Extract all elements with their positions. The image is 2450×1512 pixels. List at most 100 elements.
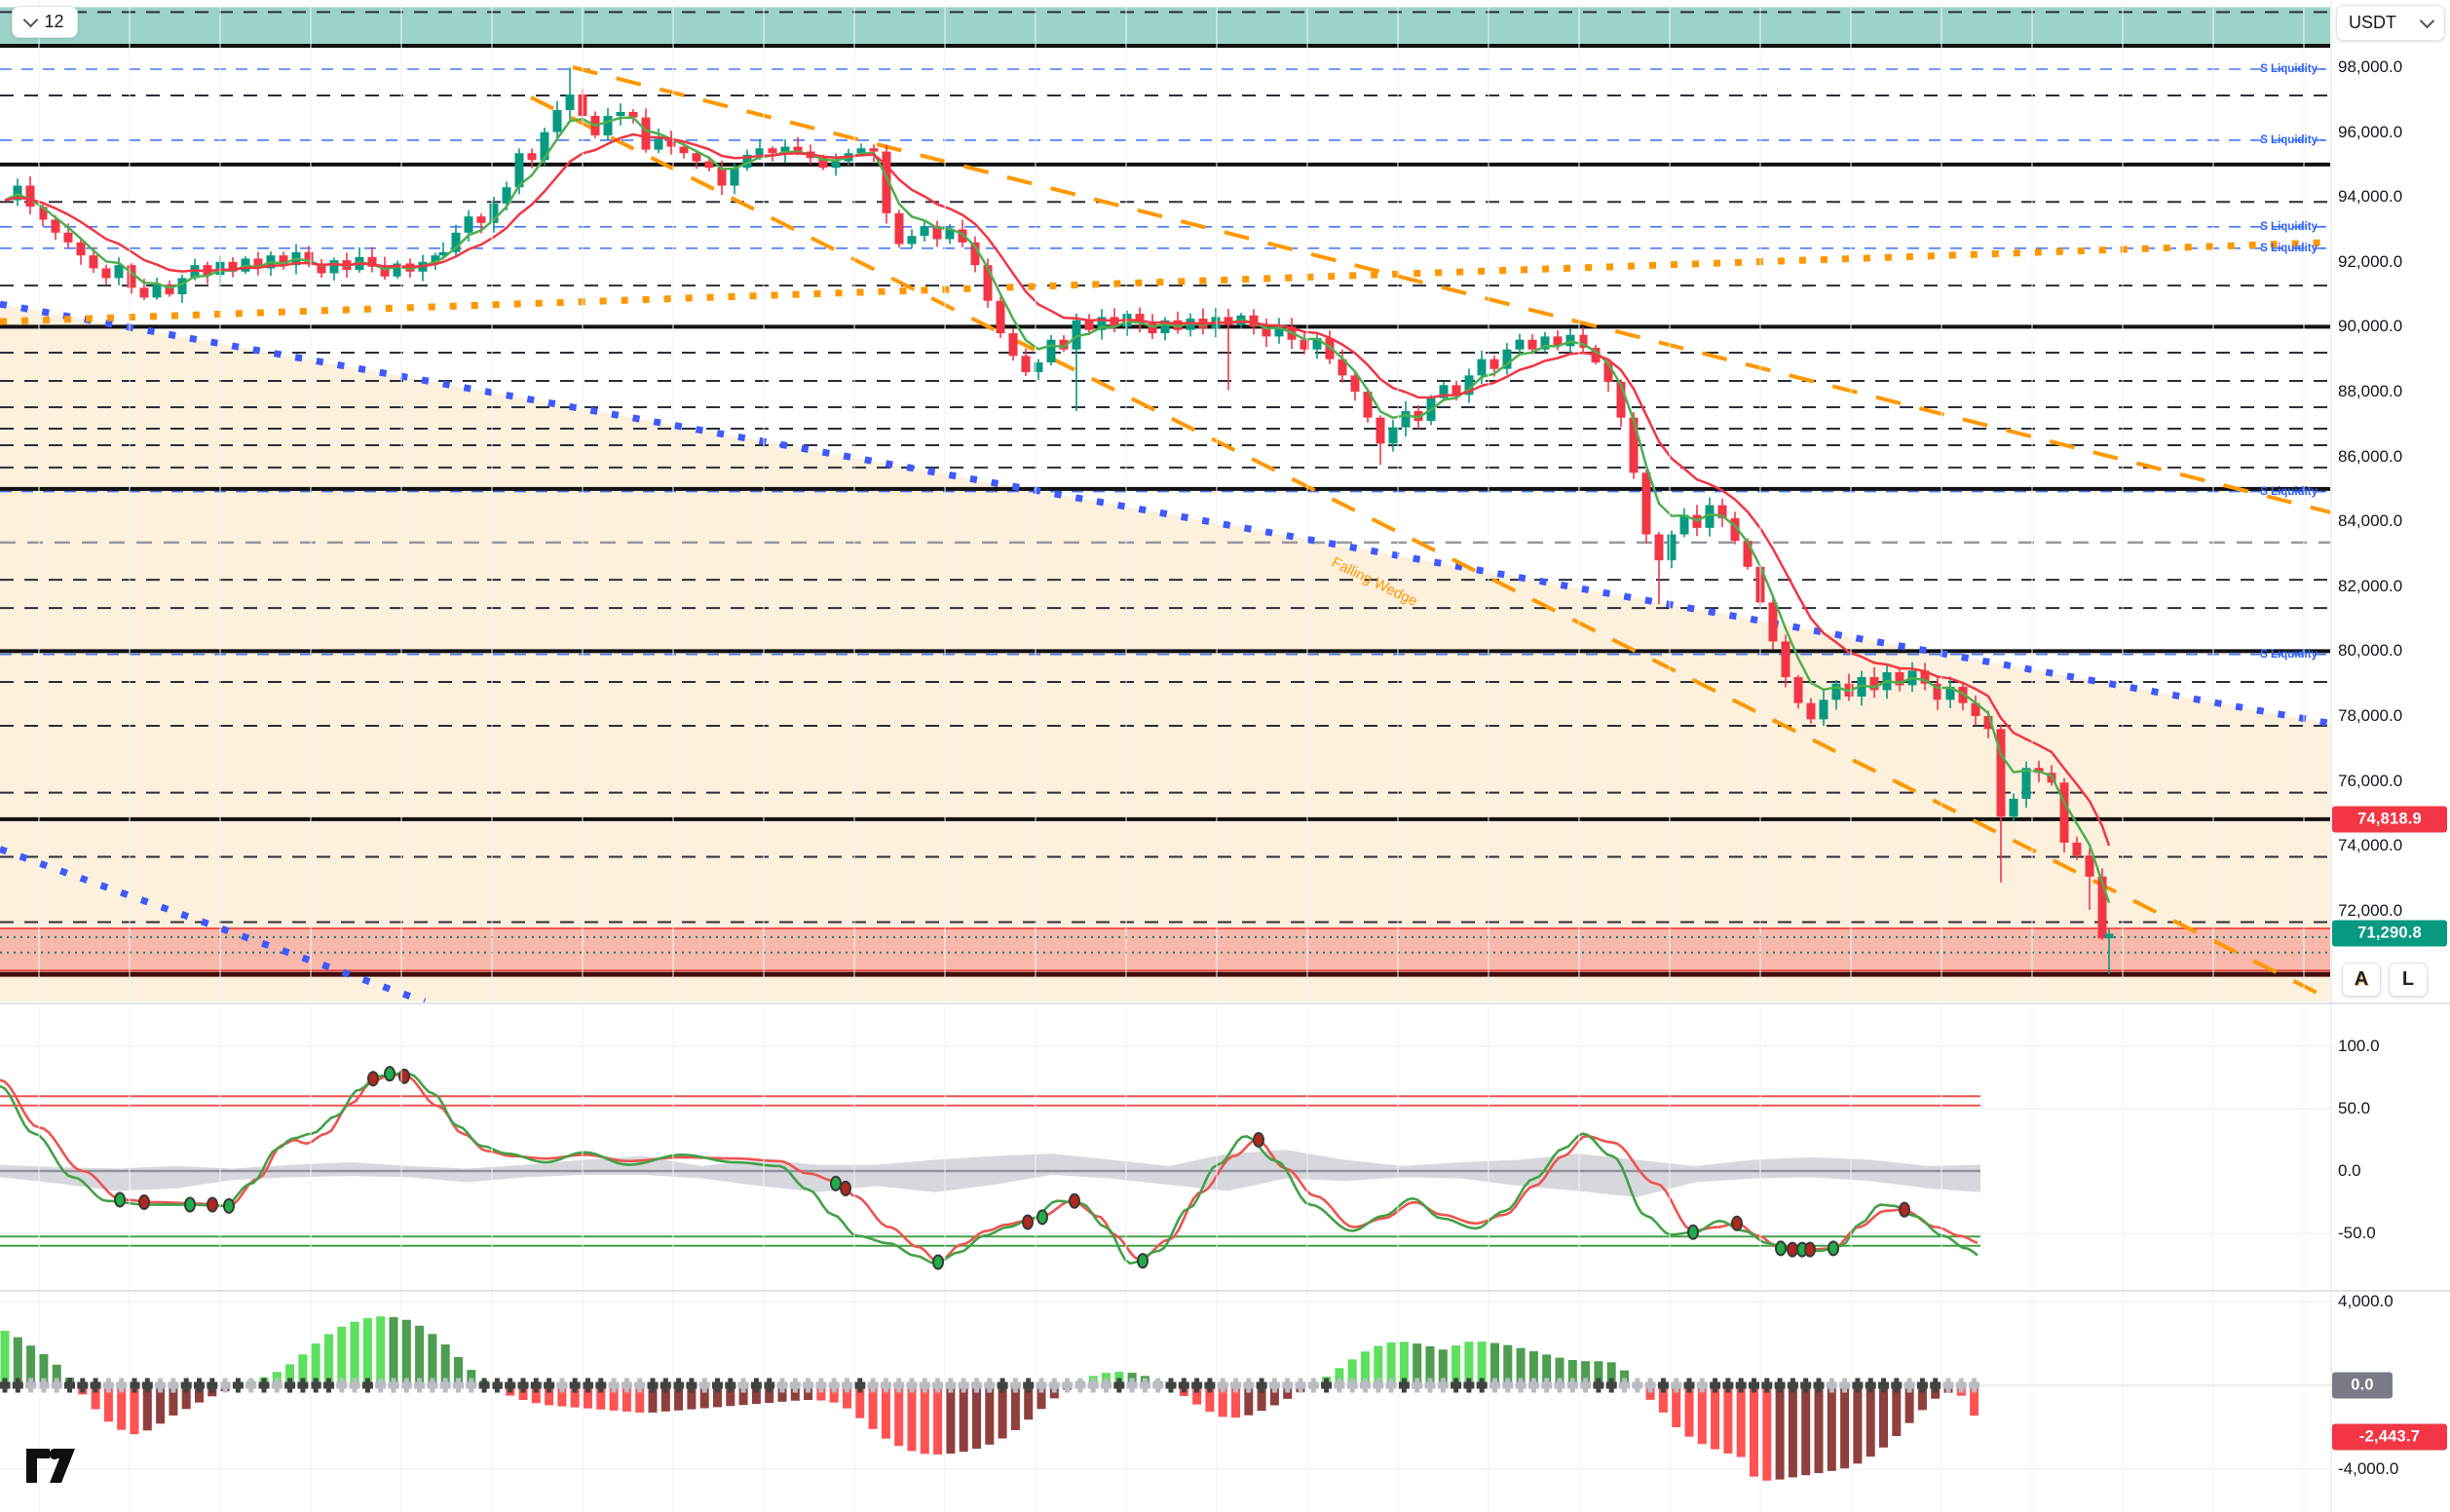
candle-body [1464, 375, 1474, 396]
signal-dot [1804, 1241, 1816, 1258]
histogram-bar [1386, 1342, 1396, 1385]
price-axis-label: 88,000.0 [2338, 382, 2403, 400]
histogram-bar [1438, 1349, 1448, 1385]
tradingview-logo[interactable] [25, 1448, 76, 1489]
histogram-bar [531, 1385, 541, 1404]
histogram-bar [1620, 1370, 1629, 1385]
candle-body [1806, 702, 1816, 720]
price-axis-label: 76,000.0 [2338, 771, 2403, 790]
histogram-bar [39, 1353, 49, 1385]
price-axis-label: 72,000.0 [2338, 900, 2403, 920]
auto-scale-button[interactable]: A [2342, 963, 2381, 997]
candle-body [1629, 417, 1639, 473]
histogram-bar [713, 1385, 722, 1408]
demand-red-zone [0, 927, 2330, 975]
candle-body [628, 111, 638, 118]
s-liquidity-label: S Liquidity - [2260, 648, 2324, 661]
s-liquidity-label: S Liquidity - [2260, 133, 2324, 146]
signal-dot [138, 1194, 150, 1210]
price-axis-label: 80,000.0 [2338, 641, 2403, 661]
price-axis-label: 90,000.0 [2338, 317, 2403, 336]
candle-body [190, 265, 200, 279]
s-liquidity-label: S Liquidity - [2260, 485, 2324, 498]
histogram-bar [337, 1326, 347, 1385]
timeframe-dropdown[interactable]: 12 [12, 6, 78, 38]
oscillator-red-line [0, 1074, 1979, 1264]
histogram-bar [816, 1385, 826, 1401]
candle-body [1717, 505, 1727, 518]
candle-body [2021, 768, 2031, 799]
histogram-bar [26, 1345, 36, 1385]
histogram-bar [804, 1385, 813, 1401]
candle-body [329, 260, 339, 274]
candle-body [666, 138, 676, 147]
histogram-bar [829, 1385, 839, 1403]
price-level-badge: 74,818.9 [2332, 806, 2447, 833]
histogram-bar [1542, 1354, 1552, 1385]
histogram-bar [894, 1385, 904, 1447]
orange_dotted_rising[interactable] [0, 239, 2377, 325]
candle-body [101, 268, 111, 279]
histogram-bar [596, 1385, 606, 1410]
candle-body [742, 154, 752, 169]
log-scale-button[interactable]: L [2389, 963, 2428, 997]
candle-body [393, 263, 402, 277]
histogram-bar [998, 1385, 1007, 1439]
histogram-bar [1801, 1385, 1811, 1476]
oscillator-pane[interactable] [0, 1045, 2330, 1270]
candle-body [253, 258, 263, 269]
candle-body [1869, 677, 1879, 691]
candle-body [451, 232, 461, 252]
histogram-bar [1892, 1385, 1902, 1437]
histogram-bar [570, 1385, 580, 1408]
histogram-bar [415, 1325, 425, 1385]
candle-body [1477, 359, 1487, 376]
blue_dotted_1[interactable] [0, 300, 2416, 738]
candle-body [502, 187, 511, 204]
candle-body [565, 94, 575, 110]
wedge_lower_orange_dashed[interactable] [572, 65, 2357, 519]
signal-dot [1731, 1215, 1743, 1231]
candle-body [1059, 339, 1069, 350]
histogram-bar [195, 1385, 204, 1403]
wedge_upper_orange_dashed[interactable] [530, 95, 2319, 996]
signal-dot [840, 1180, 851, 1196]
signal-dot [1775, 1240, 1787, 1257]
histogram-value-badge: -2,443.7 [2332, 1423, 2447, 1451]
candle-body [932, 226, 942, 240]
signal-dot [1253, 1132, 1264, 1148]
histogram-bar [1711, 1385, 1720, 1450]
histogram-bar [1814, 1385, 1824, 1474]
histogram-bar [130, 1385, 139, 1435]
candle-body [1388, 427, 1398, 444]
candle-body [1996, 729, 2006, 817]
histogram-bar [751, 1385, 761, 1405]
histogram-axis-label: 4,000.0 [2338, 1292, 2393, 1310]
candle-body [1097, 317, 1107, 330]
histogram-bar [1361, 1351, 1370, 1385]
price-axis-label: 74,000.0 [2338, 836, 2403, 855]
histogram-bar [1192, 1385, 1202, 1405]
candle-body [1895, 672, 1904, 686]
candle-body [1262, 326, 1271, 337]
histogram-bar [1840, 1385, 1850, 1469]
histogram-bar [1374, 1345, 1383, 1385]
histogram-pane[interactable] [0, 1301, 2330, 1481]
histogram-bar [1904, 1385, 1914, 1423]
price-pane[interactable] [0, 7, 2416, 1003]
histogram-bar [790, 1385, 800, 1401]
candle-body [228, 261, 238, 272]
candle-body [1363, 392, 1373, 418]
candle-body [476, 216, 486, 223]
candle-body [1983, 716, 1993, 730]
candle-body [603, 115, 613, 135]
candle-body [2097, 876, 2107, 939]
histogram-bar [1866, 1385, 1875, 1457]
histogram-bar [181, 1385, 191, 1410]
histogram-bar [1451, 1345, 1461, 1385]
currency-dropdown[interactable]: USDT [2336, 5, 2445, 41]
candle-body [1667, 534, 1677, 561]
candle-body [139, 287, 149, 298]
histogram-bar [545, 1385, 554, 1406]
